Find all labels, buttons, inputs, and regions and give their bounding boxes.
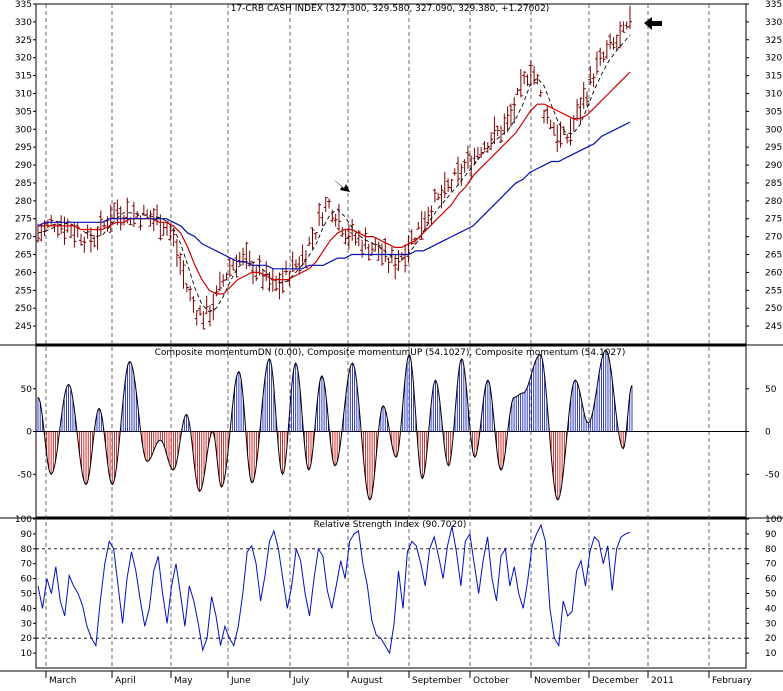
x-tick-label: July <box>292 676 310 686</box>
rsi-y-tick-label: 20 <box>765 634 777 644</box>
price-y-tick-label: 305 <box>765 107 782 117</box>
rsi-y-tick-label: 50 <box>765 590 777 600</box>
price-y-tick-label: 325 <box>15 36 32 46</box>
price-y-tick-label: 300 <box>15 125 32 135</box>
rsi-chart-title: Relative Strength Index (90.7020) <box>314 520 467 530</box>
medium-moving-average-line <box>38 71 631 295</box>
x-tick-label: November <box>534 676 581 686</box>
x-tick-label: February <box>712 676 753 686</box>
price-chart-title: 17-CRB CASH INDEX (327.300, 329.580, 327… <box>231 4 550 14</box>
price-y-tick-label: 260 <box>765 268 782 278</box>
long-moving-average-line <box>37 121 631 270</box>
price-y-tick-label: 275 <box>15 215 32 225</box>
rsi-y-tick-label: 90 <box>765 530 777 540</box>
momentum-y-tick-label: 0 <box>26 428 32 438</box>
momentum-y-tick-label: -50 <box>17 470 32 480</box>
rsi-y-tick-label: 60 <box>21 575 33 585</box>
price-y-tick-label: 270 <box>765 233 782 243</box>
rsi-y-tick-label: 20 <box>21 634 33 644</box>
rsi-y-tick-label: 100 <box>765 515 782 525</box>
arrow-annotation-latest <box>644 17 662 30</box>
price-y-tick-label: 290 <box>765 161 782 171</box>
price-y-tick-label: 285 <box>765 179 782 189</box>
x-tick-label: April <box>115 676 136 686</box>
x-tick-label: September <box>412 676 462 686</box>
price-y-tick-label: 270 <box>15 233 32 243</box>
price-y-tick-label: 275 <box>765 215 782 225</box>
price-y-tick-label: 250 <box>765 304 782 314</box>
rsi-y-tick-label: 70 <box>21 560 33 570</box>
price-y-tick-label: 285 <box>15 179 32 189</box>
x-tick-label: 2011 <box>651 676 674 686</box>
price-y-tick-label: 305 <box>15 107 32 117</box>
price-panel-frame <box>35 3 747 345</box>
price-y-tick-label: 325 <box>765 36 782 46</box>
price-y-tick-label: 250 <box>15 304 32 314</box>
price-y-tick-label: 330 <box>15 18 32 28</box>
rsi-line <box>37 523 631 655</box>
rsi-y-tick-label: 40 <box>765 604 777 614</box>
rsi-y-tick-label: 30 <box>765 619 777 629</box>
x-tick-label: October <box>473 676 509 686</box>
price-y-tick-label: 265 <box>15 251 32 261</box>
momentum-y-tick-label: 0 <box>765 428 771 438</box>
price-y-tick-label: 280 <box>15 197 32 207</box>
rsi-y-tick-label: 30 <box>21 619 33 629</box>
x-tick-label: March <box>49 676 76 686</box>
price-y-tick-label: 335 <box>765 0 782 10</box>
price-y-tick-label: 265 <box>765 251 782 261</box>
rsi-y-tick-label: 80 <box>21 545 33 555</box>
rsi-y-tick-label: 90 <box>21 530 33 540</box>
price-y-tick-label: 255 <box>765 286 782 296</box>
momentum-y-tick-label: 50 <box>765 385 777 395</box>
price-y-tick-label: 330 <box>765 18 782 28</box>
price-y-tick-label: 295 <box>15 143 32 153</box>
x-tick-label: August <box>351 676 383 686</box>
momentum-line <box>37 349 633 501</box>
rsi-y-tick-label: 100 <box>15 515 32 525</box>
price-y-tick-label: 290 <box>15 161 32 171</box>
price-y-tick-label: 295 <box>765 143 782 153</box>
price-y-tick-label: 255 <box>15 286 32 296</box>
price-y-tick-label: 310 <box>15 89 32 99</box>
rsi-y-tick-label: 10 <box>765 649 777 659</box>
x-tick-label: June <box>230 676 251 686</box>
rsi-y-tick-label: 50 <box>21 590 33 600</box>
price-y-tick-label: 245 <box>765 322 782 332</box>
rsi-y-tick-label: 80 <box>765 545 777 555</box>
rsi-y-tick-label: 70 <box>765 560 777 570</box>
momentum-y-tick-label: 50 <box>21 385 33 395</box>
rsi-y-tick-label: 60 <box>765 575 777 585</box>
price-y-tick-label: 315 <box>15 72 32 82</box>
short-moving-average-line <box>37 34 631 313</box>
price-y-tick-label: 300 <box>765 125 782 135</box>
price-y-tick-label: 260 <box>15 268 32 278</box>
price-y-tick-label: 245 <box>15 322 32 332</box>
rsi-y-tick-label: 40 <box>21 604 33 614</box>
momentum-y-tick-label: -50 <box>765 470 780 480</box>
arrow-annotation-august <box>334 180 350 192</box>
momentum-chart-title: Composite momentumDN (0.00), Composite m… <box>155 348 626 358</box>
price-y-tick-label: 320 <box>15 54 32 64</box>
price-y-tick-label: 335 <box>15 0 32 10</box>
price-y-tick-label: 280 <box>765 197 782 207</box>
price-y-tick-label: 310 <box>765 89 782 99</box>
rsi-y-tick-label: 10 <box>21 649 33 659</box>
price-y-tick-label: 320 <box>765 54 782 64</box>
x-tick-label: December <box>592 676 639 686</box>
x-tick-label: May <box>174 676 193 686</box>
price-y-tick-label: 315 <box>765 72 782 82</box>
